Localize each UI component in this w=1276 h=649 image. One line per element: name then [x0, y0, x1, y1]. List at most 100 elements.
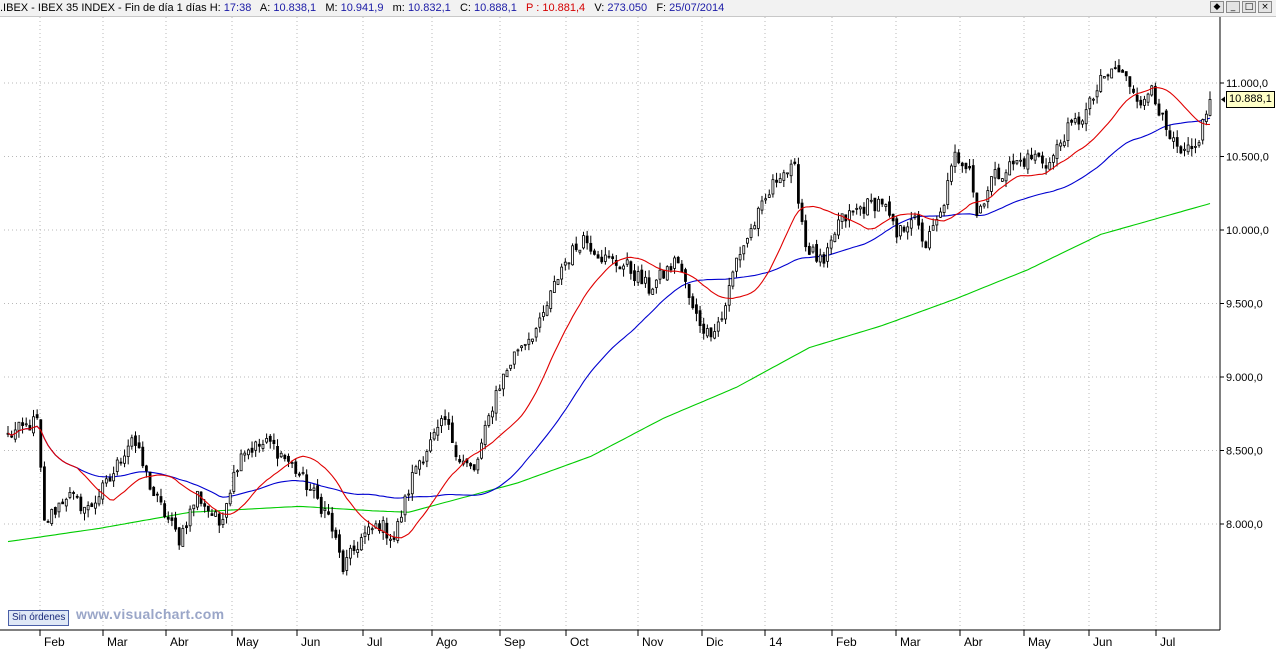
candle-body: [134, 435, 137, 446]
y-tick-label: 8.000,0: [1226, 519, 1263, 531]
candle-body: [789, 163, 793, 177]
candle-body: [440, 418, 443, 427]
x-tick-label: Jul: [367, 635, 382, 649]
candle-body: [753, 225, 757, 230]
maximize-button[interactable]: □: [1242, 1, 1256, 13]
candle-body: [338, 534, 341, 553]
candle-body: [1092, 98, 1095, 101]
candle-body: [840, 213, 844, 222]
candle-body: [964, 162, 968, 170]
candle-body: [942, 205, 946, 213]
header-c-value: 10.888,1: [474, 2, 517, 14]
candle-body: [403, 495, 407, 516]
candle-body: [494, 390, 498, 414]
candle-body: [1000, 178, 1004, 182]
y-tick-label: 10.500,0: [1226, 152, 1269, 164]
x-tick-label: Oct: [570, 635, 589, 649]
candle-body: [210, 513, 214, 516]
candle-body: [931, 225, 935, 231]
candle-body: [119, 461, 123, 464]
candle-body: [778, 178, 782, 184]
candle-body: [429, 439, 432, 452]
pin-icon[interactable]: ◆: [1210, 1, 1224, 13]
time-axis: Feb Mar Abr May Jun Jul Ago Sep Oct Nov Dic 14 Feb Ma…: [0, 629, 1220, 649]
candle-body: [975, 192, 979, 217]
candle-body: [432, 431, 436, 440]
candle-body: [647, 277, 651, 294]
candle-body: [316, 485, 320, 499]
candle-body: [552, 281, 556, 293]
candle-body: [709, 327, 713, 338]
candle-body: [917, 214, 921, 226]
x-tick-label: Feb: [44, 635, 65, 649]
candle-body: [877, 198, 880, 212]
candle-body: [1146, 93, 1150, 103]
candle-body: [724, 305, 727, 320]
candle-body: [1124, 71, 1128, 77]
header-p-label: P :: [526, 2, 540, 14]
candle-body: [982, 203, 986, 207]
close-button[interactable]: ×: [1258, 1, 1272, 13]
candle-body: [35, 414, 39, 419]
candle-body: [1059, 142, 1063, 147]
candle-body: [1110, 68, 1114, 79]
candle-body: [294, 461, 298, 474]
candle-body: [312, 487, 316, 491]
candle-body: [1186, 144, 1190, 153]
candle-body: [243, 452, 247, 456]
price-chart[interactable]: 8.000,0 8.500,0 9.000,0 9.500,0 10.000,0 10.5…: [0, 17, 1276, 649]
candle-body: [323, 508, 327, 512]
candle-body: [640, 269, 644, 285]
candle-body: [447, 419, 451, 425]
candle-body: [206, 505, 210, 512]
candle-body: [1128, 76, 1132, 87]
candle-body: [104, 478, 108, 484]
candle-body: [407, 493, 411, 496]
candle-body: [83, 506, 86, 514]
candle-body: [177, 527, 181, 546]
candle-body: [370, 528, 374, 531]
candle-body: [1026, 153, 1030, 170]
candle-body: [960, 162, 964, 167]
candle-body: [1106, 74, 1110, 77]
candle-body: [476, 458, 480, 471]
candle-body: [949, 165, 953, 182]
chart-header: .IBEX - IBEX 35 INDEX - Fin de día 1 día…: [0, 0, 1276, 17]
candle-body: [764, 198, 768, 201]
candle-body: [658, 269, 662, 280]
candle-body: [276, 446, 279, 459]
candle-body: [531, 338, 534, 342]
candle-body: [341, 550, 345, 573]
candle-body: [188, 508, 192, 527]
candle-body: [21, 422, 24, 426]
candle-body: [268, 435, 272, 442]
candle-body: [665, 266, 669, 281]
orders-status-button[interactable]: Sin órdenes: [8, 610, 70, 626]
candle-body: [272, 439, 276, 445]
candle-body: [1008, 161, 1012, 176]
candle-body: [108, 477, 112, 482]
candle-body: [957, 152, 961, 164]
x-tick-label: Nov: [642, 635, 663, 649]
candle-body: [454, 445, 458, 458]
candle-body: [939, 211, 942, 218]
candle-body: [1055, 144, 1059, 159]
candle-body: [443, 416, 447, 421]
candle-body: [793, 161, 797, 164]
candle-body: [760, 200, 764, 211]
candle-body: [1044, 165, 1048, 169]
candle-body: [771, 179, 775, 195]
minimize-button[interactable]: _: [1226, 1, 1240, 13]
candle-body: [46, 521, 50, 523]
candle-body: [1143, 98, 1146, 106]
candle-body: [986, 190, 990, 203]
candle-body: [534, 328, 538, 338]
candle-body: [611, 256, 615, 259]
header-c-label: C:: [459, 2, 471, 14]
candle-body: [43, 466, 46, 521]
candle-body: [826, 247, 829, 262]
candle-body: [483, 424, 487, 445]
candle-body: [385, 522, 389, 539]
candle-body: [257, 443, 261, 447]
candle-body: [731, 271, 735, 287]
